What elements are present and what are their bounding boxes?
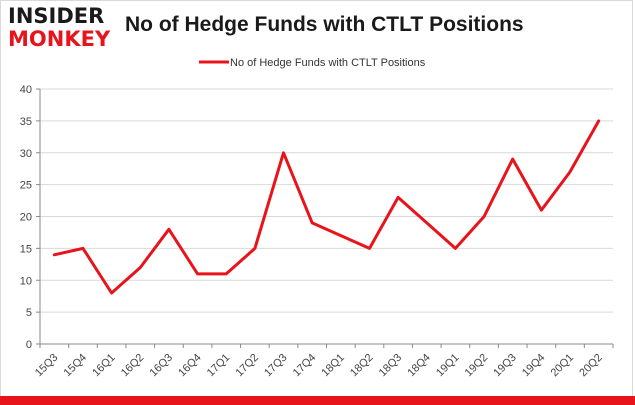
x-tick-label: 17Q2 (233, 352, 261, 380)
y-tick-labels: 0 5 10 15 20 25 30 35 40 (20, 84, 32, 351)
legend-label: No of Hedge Funds with CTLT Positions (230, 57, 426, 69)
x-tick-label: 15Q4 (62, 352, 90, 380)
y-tick-label: 30 (20, 148, 32, 160)
x-tick-label: 18Q1 (319, 352, 347, 380)
insider-monkey-logo: INSIDER MONKEY (8, 6, 118, 52)
y-tick-label: 15 (20, 243, 32, 255)
x-tick-label: 17Q4 (291, 352, 319, 380)
axes (36, 88, 614, 348)
x-tick-label: 16Q1 (90, 352, 118, 380)
y-tick-label: 25 (20, 180, 32, 192)
x-tick-label: 19Q3 (491, 352, 519, 380)
y-tick-label: 35 (20, 116, 32, 128)
brand-bottom-bar (0, 396, 635, 405)
y-tick-label: 40 (20, 84, 32, 96)
y-tick-label: 10 (20, 275, 32, 287)
x-tick-label: 16Q4 (176, 352, 204, 380)
x-tick-label: 19Q2 (463, 352, 491, 380)
y-tick-label: 5 (26, 307, 32, 319)
x-tick-label: 15Q3 (33, 352, 61, 380)
x-tick-labels: 15Q3 15Q4 16Q1 16Q2 16Q3 16Q4 17Q1 17Q2 17Q3 17Q4… (33, 352, 605, 380)
x-tick-label: 17Q1 (205, 352, 233, 380)
y-tick-label: 0 (26, 339, 32, 351)
grid-lines (40, 88, 613, 313)
chart-title: No of Hedge Funds with CTLT Positions (125, 13, 524, 36)
logo-text-top: INSIDER (8, 4, 105, 28)
x-tick-label: 18Q3 (377, 352, 405, 380)
x-tick-label: 20Q1 (549, 352, 577, 380)
x-tick-label: 20Q2 (577, 352, 605, 380)
x-tick-label: 19Q4 (520, 352, 548, 380)
y-tick-label: 20 (20, 212, 32, 224)
x-tick-label: 18Q2 (348, 352, 376, 380)
x-tick-label: 18Q4 (405, 352, 433, 380)
x-tick-label: 16Q3 (148, 352, 176, 380)
legend: No of Hedge Funds with CTLT Positions (199, 57, 426, 69)
x-tick-label: 19Q1 (434, 352, 462, 380)
x-tick-label: 16Q2 (119, 352, 147, 380)
logo-text-bottom: MONKEY (8, 27, 111, 51)
x-tick-label: 17Q3 (262, 352, 290, 380)
series-line (52, 119, 601, 295)
series (52, 119, 601, 295)
